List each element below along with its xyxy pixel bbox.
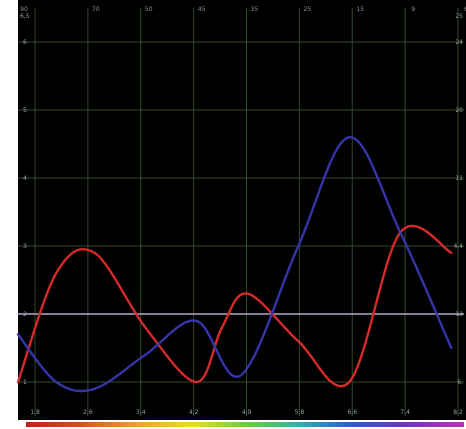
y-left-tick-label: 1 [23, 379, 27, 386]
x-bottom-tick-label: 6,6 [347, 409, 357, 416]
x-top-tick-label: 9 [411, 6, 415, 13]
y-right-tick-label: 4,4 [453, 243, 463, 250]
x-bottom-tick-label: 5,8 [295, 409, 305, 416]
y-right-tick-label: 20 [455, 107, 463, 114]
x-top-tick-label: 25 [304, 6, 312, 13]
y-left-tick-label: 3 [23, 243, 27, 250]
y-left-tick-label: 5 [23, 107, 27, 114]
y-right-tick-label: 11 [455, 175, 463, 182]
x-top-tick-label: 45 [198, 6, 206, 13]
tick-labels: 1,8 2,6 3,4 4,2 4,9 5,8 6,6 7,4 8,290 70 50 45 35 25 1… [20, 6, 466, 416]
spectrum-bar [26, 422, 464, 427]
x-top-tick-label: 90 [20, 6, 28, 13]
y-left-tick-label: 2 [23, 311, 27, 318]
x-bottom-tick-label: 1,8 [30, 409, 40, 416]
series-lines [16, 136, 453, 393]
x-top-tick-label: 6 [464, 6, 466, 13]
x-bottom-tick-label: 4,2 [189, 409, 199, 416]
y-left-tick-label: 6 [23, 39, 27, 46]
x-top-tick-label: 50 [145, 6, 153, 13]
x-top-tick-label: 15 [356, 6, 364, 13]
y-left-corner-label: 6,5 [20, 13, 30, 20]
x-top-tick-label: 35 [251, 6, 259, 13]
x-top-tick-label: 70 [92, 6, 100, 13]
x-bottom-tick-label: 2,6 [83, 409, 93, 416]
x-bottom-tick-label: 4,9 [242, 409, 252, 416]
y-left-tick-label: 4 [23, 175, 27, 182]
red-series-line [16, 224, 453, 388]
x-bottom-tick-label: 7,4 [400, 409, 410, 416]
x-bottom-tick-label: 3,4 [136, 409, 146, 416]
x-bottom-tick-label: 8,2 [453, 409, 463, 416]
blue-series-line [16, 136, 453, 393]
y-right-tick-label: 13 [455, 311, 463, 318]
plot-background [18, 0, 466, 420]
y-right-tick-label: 6, [457, 379, 463, 386]
y-right-corner-label: 25 [455, 13, 463, 20]
y-right-tick-label: 24 [455, 39, 463, 46]
